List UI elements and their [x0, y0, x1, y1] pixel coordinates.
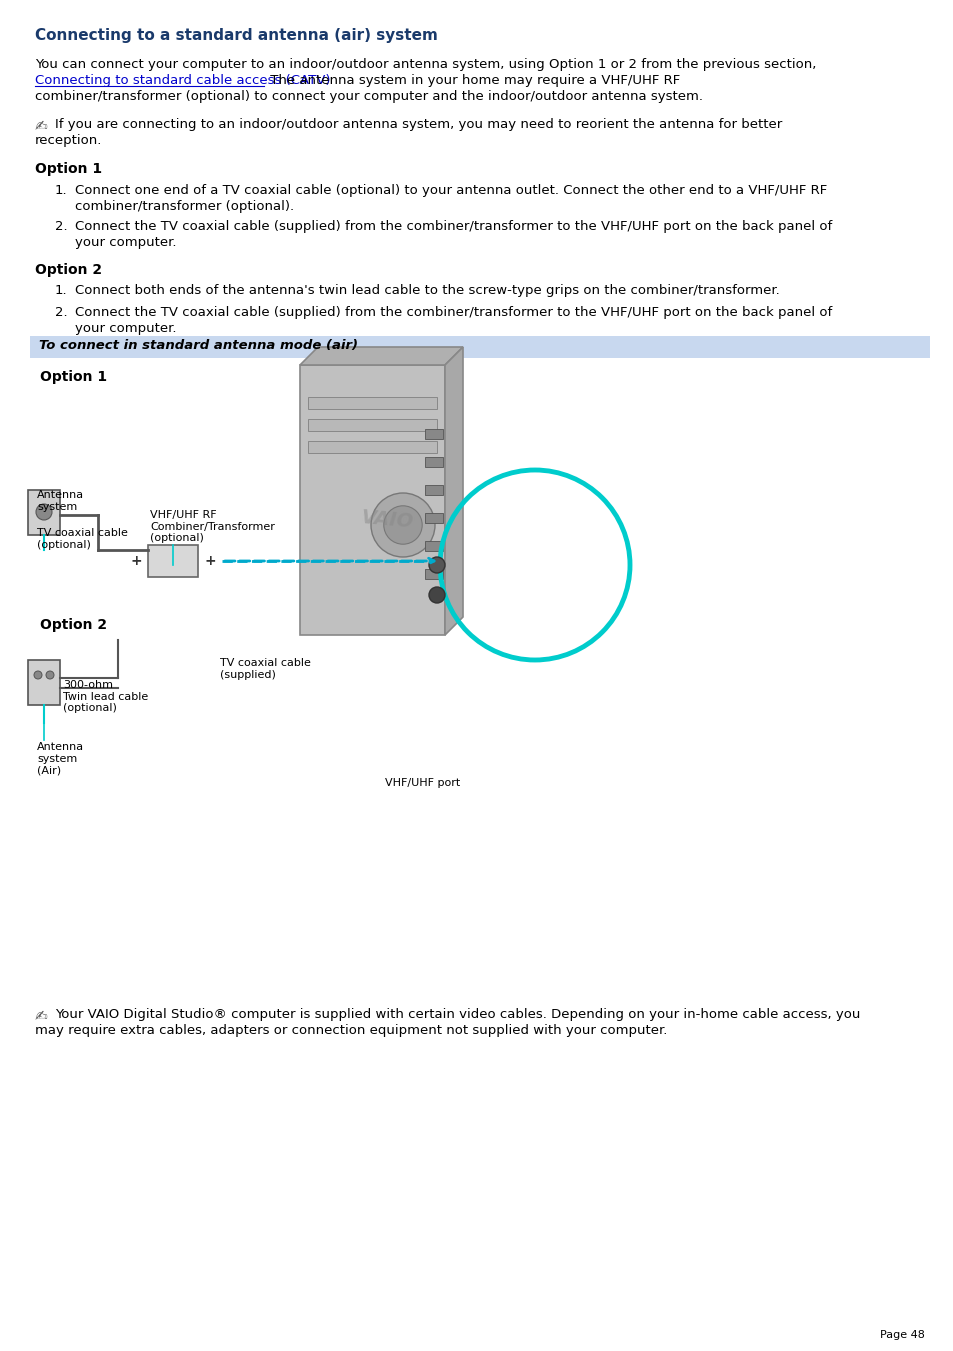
Bar — [424, 569, 442, 580]
Text: +: + — [130, 554, 142, 567]
Bar — [424, 485, 442, 494]
Bar — [424, 457, 442, 467]
Circle shape — [46, 671, 54, 680]
Bar — [308, 440, 436, 453]
Polygon shape — [299, 347, 462, 365]
Text: To connect in standard antenna mode (air): To connect in standard antenna mode (air… — [39, 339, 357, 353]
Text: Antenna
system: Antenna system — [37, 490, 84, 512]
Bar — [308, 419, 436, 431]
Text: reception.: reception. — [35, 134, 102, 147]
Text: Connect both ends of the antenna's twin lead cable to the screw-type grips on th: Connect both ends of the antenna's twin … — [75, 284, 779, 297]
Text: ✍: ✍ — [35, 1008, 48, 1023]
Text: Option 2: Option 2 — [35, 263, 102, 277]
Circle shape — [429, 586, 444, 603]
Bar — [308, 397, 436, 409]
Bar — [299, 365, 444, 635]
Text: +: + — [204, 554, 215, 567]
Bar — [424, 513, 442, 523]
Text: Connect one end of a TV coaxial cable (optional) to your antenna outlet. Connect: Connect one end of a TV coaxial cable (o… — [75, 184, 826, 197]
Text: 2.: 2. — [55, 220, 68, 232]
Circle shape — [34, 671, 42, 680]
Text: may require extra cables, adapters or connection equipment not supplied with you: may require extra cables, adapters or co… — [35, 1024, 667, 1038]
Polygon shape — [444, 347, 462, 635]
Bar — [424, 430, 442, 439]
Text: Option 1: Option 1 — [35, 162, 102, 176]
Circle shape — [429, 557, 444, 573]
Bar — [28, 490, 60, 535]
Text: ✍: ✍ — [35, 118, 48, 132]
Circle shape — [371, 493, 435, 557]
Text: VHF/UHF port: VHF/UHF port — [385, 778, 459, 788]
Circle shape — [36, 504, 52, 520]
Text: Page 48: Page 48 — [880, 1329, 924, 1340]
Text: VHF/UHF RF
Combiner/Transformer
(optional): VHF/UHF RF Combiner/Transformer (optiona… — [150, 509, 274, 543]
Text: Connecting to a standard antenna (air) system: Connecting to a standard antenna (air) s… — [35, 28, 437, 43]
Text: combiner/transformer (optional).: combiner/transformer (optional). — [75, 200, 294, 213]
Text: 300-ohm
Twin lead cable
(optional): 300-ohm Twin lead cable (optional) — [63, 680, 148, 713]
Circle shape — [383, 505, 422, 544]
Text: Antenna
system
(Air): Antenna system (Air) — [37, 742, 84, 775]
Bar — [148, 544, 198, 577]
Text: 2.: 2. — [55, 305, 68, 319]
Text: The antenna system in your home may require a VHF/UHF RF: The antenna system in your home may requ… — [266, 74, 679, 86]
Text: Connect the TV coaxial cable (supplied) from the combiner/transformer to the VHF: Connect the TV coaxial cable (supplied) … — [75, 305, 831, 319]
Text: your computer.: your computer. — [75, 236, 176, 249]
Text: If you are connecting to an indoor/outdoor antenna system, you may need to reori: If you are connecting to an indoor/outdo… — [55, 118, 781, 131]
Text: VAIO: VAIO — [360, 508, 415, 532]
Bar — [424, 540, 442, 551]
Bar — [30, 336, 929, 358]
Text: TV coaxial cable
(supplied): TV coaxial cable (supplied) — [220, 658, 311, 680]
Text: combiner/transformer (optional) to connect your computer and the indoor/outdoor : combiner/transformer (optional) to conne… — [35, 91, 702, 103]
Text: 1.: 1. — [55, 184, 68, 197]
Text: Connect the TV coaxial cable (supplied) from the combiner/transformer to the VHF: Connect the TV coaxial cable (supplied) … — [75, 220, 831, 232]
Text: Connecting to standard cable access (CATV): Connecting to standard cable access (CAT… — [35, 74, 330, 86]
Text: Option 2: Option 2 — [40, 617, 107, 632]
Bar — [28, 661, 60, 705]
Text: 1.: 1. — [55, 284, 68, 297]
Text: Option 1: Option 1 — [40, 370, 107, 384]
Text: Your VAIO Digital Studio® computer is supplied with certain video cables. Depend: Your VAIO Digital Studio® computer is su… — [55, 1008, 860, 1021]
Text: You can connect your computer to an indoor/outdoor antenna system, using Option : You can connect your computer to an indo… — [35, 58, 816, 72]
Text: TV coaxial cable
(optional): TV coaxial cable (optional) — [37, 528, 128, 550]
Text: your computer.: your computer. — [75, 322, 176, 335]
